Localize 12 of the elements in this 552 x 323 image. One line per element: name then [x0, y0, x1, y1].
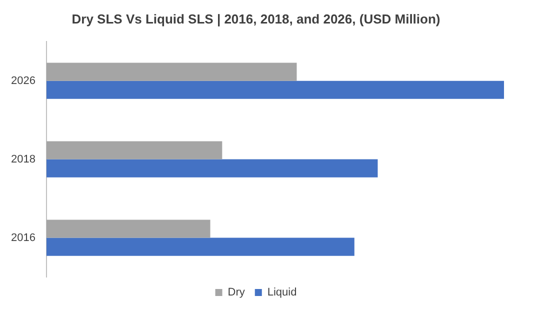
y-tick-label: 2016: [10, 232, 36, 244]
bar: [46, 80, 504, 99]
bar: [46, 159, 378, 178]
y-tick-label: 2018: [10, 153, 36, 166]
legend-label: Liquid: [267, 286, 297, 299]
bar: [46, 238, 354, 256]
bar: [46, 220, 210, 238]
chart-title: Dry SLS Vs Liquid SLS | 2016, 2018, and 2026, (USD Million): [72, 11, 440, 26]
bar: [46, 141, 222, 160]
y-tick-label: 2026: [10, 74, 36, 87]
bar: [46, 62, 297, 81]
legend-label: Dry: [228, 286, 246, 299]
